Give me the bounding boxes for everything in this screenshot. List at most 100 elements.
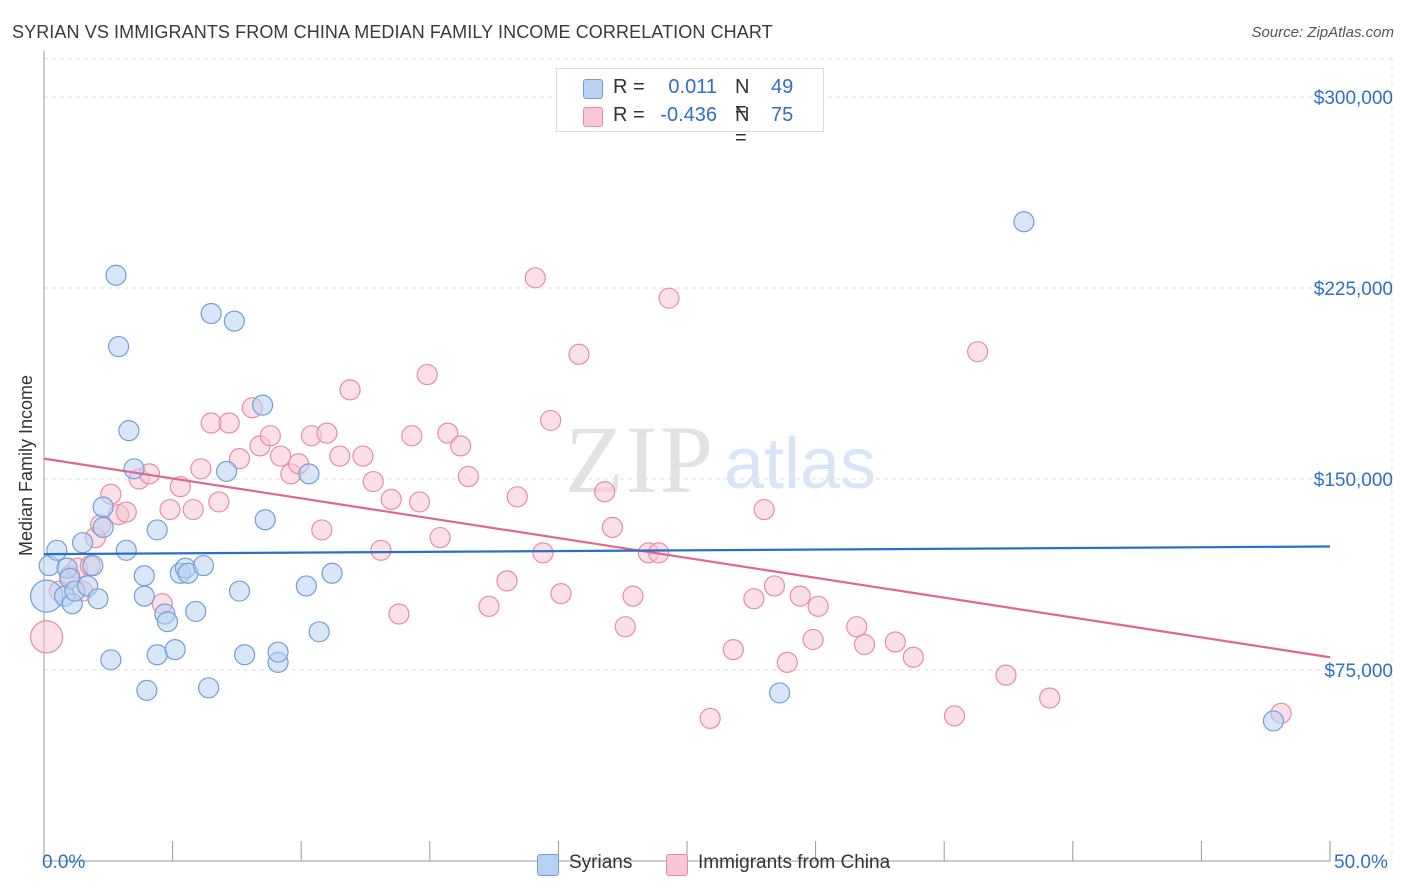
legend-n-label: N =: [735, 76, 750, 121]
china-point: [540, 409, 562, 432]
china-point: [416, 363, 438, 386]
watermark: ZIP atlas: [565, 406, 876, 513]
syrian-trend-line: [43, 545, 1331, 556]
syrian-point: [156, 611, 179, 633]
legend-r-value: -0.436: [660, 104, 717, 126]
syrian-point: [136, 679, 158, 701]
syrian-point: [295, 575, 317, 597]
syrian-points: [29, 211, 1285, 732]
trend-lines: [43, 457, 1331, 659]
bottom-legend-swatch-syrians: [537, 854, 559, 876]
syrian-point: [92, 516, 114, 538]
china-point: [401, 425, 423, 447]
china-point: [339, 379, 361, 401]
syrian-point: [107, 335, 130, 358]
china-point: [622, 585, 644, 607]
chart-title: SYRIAN VS IMMIGRANTS FROM CHINA MEDIAN F…: [12, 22, 773, 42]
china-point: [789, 585, 811, 607]
legend-n-label: N =: [735, 104, 750, 149]
legend-r-label: R =: [613, 104, 645, 126]
china-point: [532, 542, 554, 564]
y-axis-title: Median Family Income: [16, 374, 36, 556]
china-point: [722, 639, 744, 661]
china-point: [115, 501, 137, 523]
china-point: [259, 425, 281, 447]
syrian-point: [308, 621, 330, 643]
china-point: [316, 422, 338, 444]
syrian-point: [146, 519, 168, 541]
china-point: [743, 588, 765, 610]
syrian-point: [252, 394, 274, 416]
china-point: [853, 633, 876, 656]
china-point: [370, 539, 392, 561]
syrian-point: [87, 588, 109, 610]
syrian-point: [200, 302, 222, 325]
china-point: [967, 341, 989, 363]
syrian-point: [118, 420, 140, 442]
china-point: [190, 458, 212, 480]
china-point: [753, 498, 775, 521]
grid: [44, 58, 1393, 861]
china-point: [943, 705, 966, 727]
y-tick-label: $225,000: [1314, 279, 1393, 300]
syrian-point: [71, 532, 94, 554]
watermark-zip: ZIP: [565, 406, 715, 513]
china-point: [408, 491, 431, 513]
correlation-legend: R = 0.011 N = 49 R = -0.436 N = 75: [556, 68, 824, 149]
china-point: [450, 435, 472, 457]
syrian-point: [254, 509, 276, 531]
china-point: [380, 488, 402, 510]
china-point: [311, 519, 333, 541]
china-point: [352, 445, 374, 467]
watermark-atlas: atlas: [724, 424, 876, 504]
china-point: [270, 445, 292, 467]
china-point: [388, 603, 410, 625]
china-point: [601, 516, 624, 538]
syrian-point: [234, 644, 256, 666]
china-point: [182, 498, 204, 521]
china-point: [228, 448, 251, 470]
syrian-point: [1262, 710, 1285, 732]
y-tick-label: $300,000: [1314, 88, 1393, 109]
china-point: [614, 616, 636, 638]
syrian-point: [298, 463, 320, 485]
syrian-point: [1013, 211, 1035, 233]
china-point: [169, 476, 191, 498]
china-point: [995, 664, 1017, 686]
source-label: Source: ZipAtlas.com: [1251, 24, 1394, 41]
china-point: [208, 491, 230, 513]
china-point: [29, 620, 64, 654]
legend-swatch-syrians: [583, 79, 603, 99]
china-point: [884, 631, 906, 653]
syrian-point: [223, 310, 245, 332]
legend-swatch-china: [583, 107, 603, 127]
china-point: [1039, 687, 1061, 709]
china-point: [200, 412, 222, 434]
china-point: [594, 481, 616, 503]
china-point: [658, 287, 680, 309]
syrian-point: [267, 641, 289, 663]
syrian-point: [123, 458, 145, 480]
syrian-point: [105, 264, 127, 286]
china-point: [218, 412, 240, 434]
china-point: [699, 707, 721, 729]
china-point: [496, 570, 518, 592]
china-point: [902, 646, 924, 668]
legend-r-value: 0.011: [668, 76, 717, 98]
syrian-point: [100, 649, 122, 671]
y-tick-label: $150,000: [1314, 470, 1393, 491]
china-point: [776, 651, 798, 673]
syrian-point: [216, 460, 238, 482]
china-point: [457, 465, 479, 488]
china-point: [846, 616, 868, 638]
syrian-point: [133, 565, 155, 587]
china-point: [524, 267, 546, 289]
china-point: [437, 422, 459, 444]
bottom-legend-label-china: Immigrants from China: [698, 852, 891, 873]
x-axis-min-label: 0.0%: [42, 852, 86, 873]
bottom-legend-swatch-china: [666, 854, 688, 876]
china-point: [429, 526, 451, 549]
syrian-point: [133, 585, 155, 607]
china-trend-line: [43, 457, 1331, 659]
legend-n-value: 75: [771, 104, 794, 126]
